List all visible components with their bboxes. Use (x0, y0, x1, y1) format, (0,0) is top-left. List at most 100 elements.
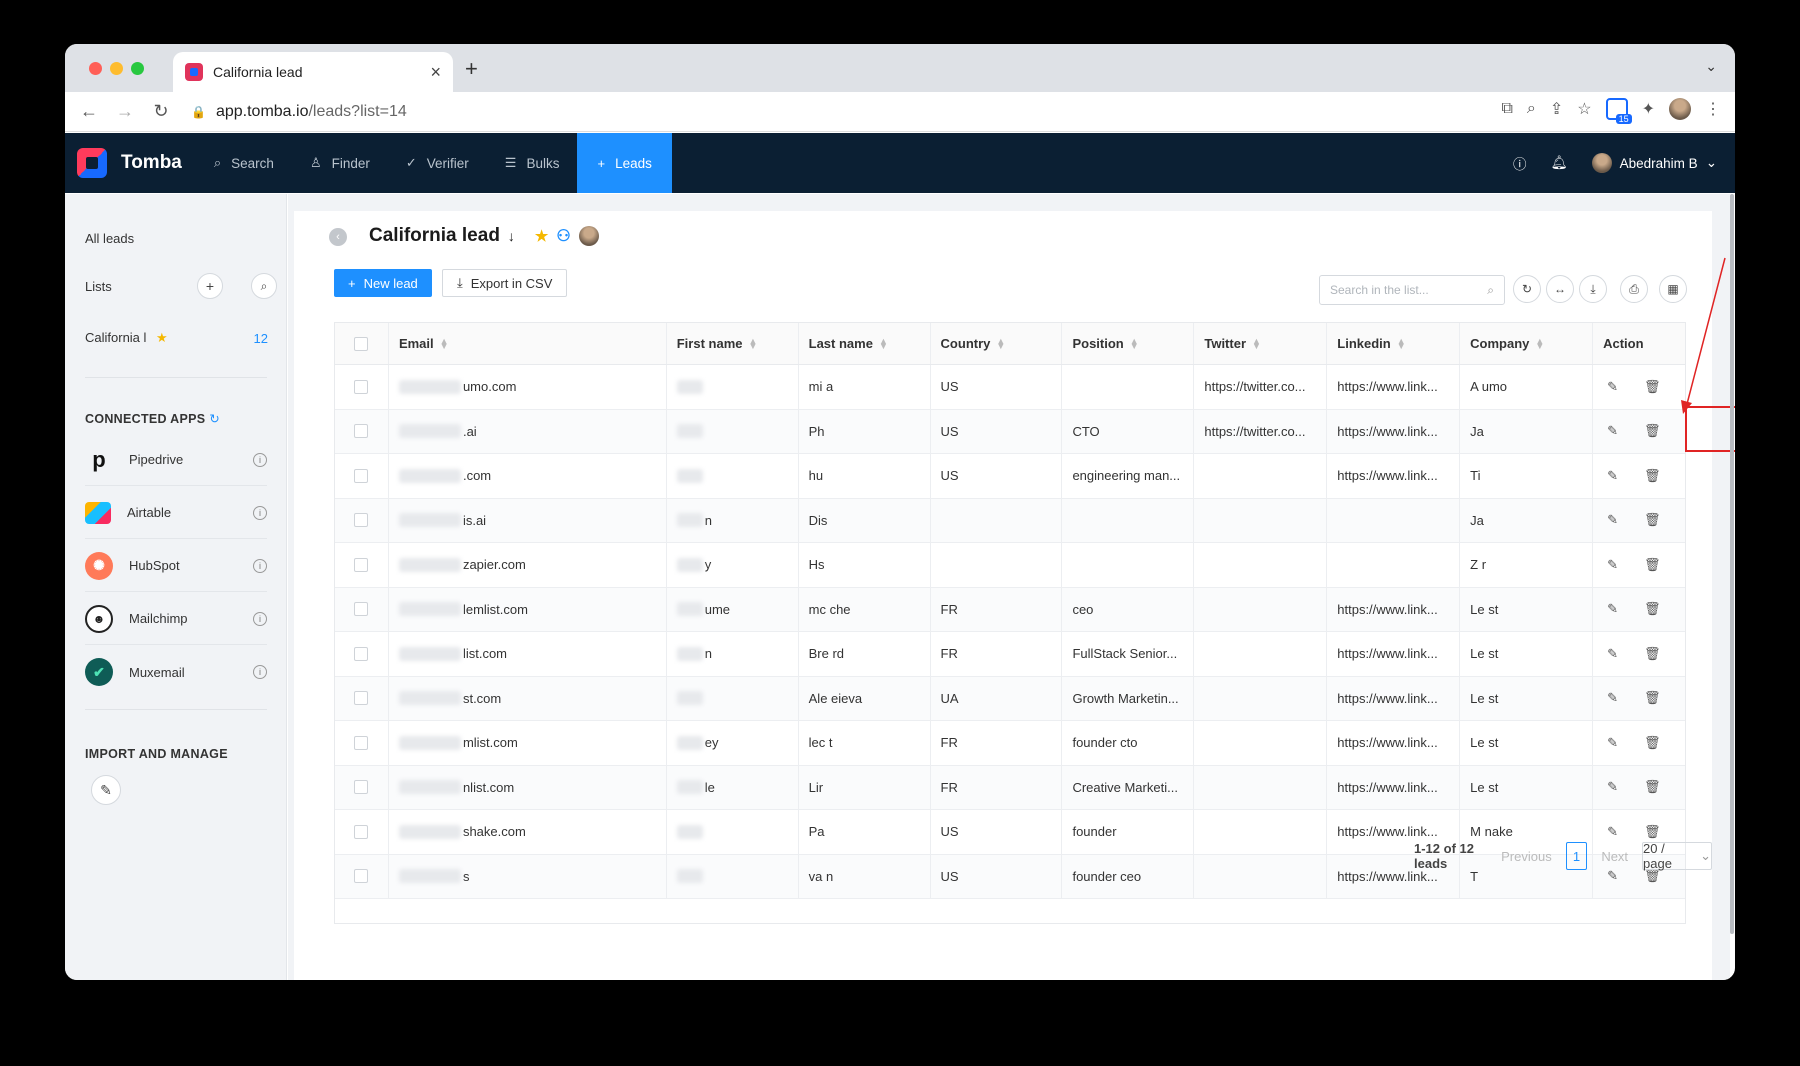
edit-pencil-icon[interactable]: ✎ (1607, 467, 1618, 483)
delete-trash-icon[interactable]: 🗑︎ (1643, 734, 1661, 750)
edit-pencil-icon[interactable]: ✎ (1607, 378, 1618, 394)
table-row[interactable]: .ai Ph US CTO https://twitter.co... https://w… (335, 409, 1685, 454)
col-company[interactable]: Company ▲ ▼ (1460, 323, 1594, 364)
grid-columns-icon[interactable]: ▦ (1659, 275, 1687, 303)
edit-pencil-icon[interactable]: ✎ (1607, 823, 1618, 839)
close-window-button[interactable] (89, 62, 102, 75)
table-row[interactable]: mlist.com ey lec t FR founder cto https://www… (335, 721, 1685, 766)
info-icon[interactable]: i (253, 505, 267, 520)
tab-search-chevron-icon[interactable]: ⌄ (1705, 58, 1717, 74)
bell-icon[interactable]: 🔔︎ (1550, 155, 1568, 170)
more-menu-icon[interactable]: ⋮ (1705, 101, 1721, 118)
export-csv-button[interactable]: ⤓ Export in CSV (442, 269, 568, 297)
row-checkbox[interactable] (354, 602, 369, 617)
edit-pencil-icon[interactable]: ✎ (1607, 690, 1618, 706)
delete-trash-icon[interactable]: 🗑︎ (1643, 556, 1661, 572)
profile-avatar[interactable] (1669, 98, 1691, 120)
col-country[interactable]: Country ▲ ▼ (931, 323, 1063, 364)
address-bar[interactable]: 🔒 app.tomba.io/leads?list=14 (191, 103, 407, 121)
all-leads-link[interactable]: All leads (85, 231, 135, 246)
help-icon[interactable]: ⓘ (1513, 157, 1527, 172)
list-item-california[interactable]: California l ★ (85, 330, 168, 346)
row-checkbox[interactable] (354, 557, 369, 572)
edit-pencil-icon[interactable]: ✎ (1607, 868, 1618, 884)
zoom-icon[interactable]: ⌕ (1526, 100, 1536, 117)
edit-pencil-icon[interactable]: ✎ (1607, 779, 1618, 795)
edit-pencil-icon[interactable]: ✎ (1607, 601, 1618, 617)
new-lead-button[interactable]: + New lead (334, 269, 432, 297)
back-arrow-icon[interactable]: ‹ (329, 228, 347, 246)
row-checkbox[interactable] (354, 691, 369, 706)
edit-pencil-icon[interactable]: ✎ (91, 775, 121, 805)
edit-pencil-icon[interactable]: ✎ (1607, 512, 1618, 528)
delete-trash-icon[interactable]: 🗑︎ (1643, 378, 1661, 394)
tomba-extension-icon[interactable]: 15 (1605, 98, 1632, 124)
row-checkbox[interactable] (354, 735, 369, 750)
forward-button[interactable]: → (116, 101, 134, 121)
share-icon[interactable]: ⇪ (1549, 101, 1564, 118)
info-icon[interactable]: i (253, 665, 267, 679)
nav-finder[interactable]: ♙ Finder (292, 133, 388, 193)
nav-verifier[interactable]: ✓ Verifier (388, 133, 487, 193)
browser-tab[interactable]: California lead × (173, 52, 453, 92)
delete-trash-icon[interactable]: 🗑︎ (1643, 823, 1661, 839)
page-scrollbar[interactable] (1729, 194, 1735, 980)
edit-pencil-icon[interactable]: ✎ (1607, 423, 1618, 439)
edit-pencil-icon[interactable]: ✎ (1607, 556, 1618, 572)
nav-leads[interactable]: + Leads (577, 133, 672, 193)
maximize-window-button[interactable] (131, 62, 144, 75)
close-tab-icon[interactable]: × (430, 61, 441, 82)
table-row[interactable]: list.com n Bre rd FR FullStack Senior... http… (335, 632, 1685, 677)
row-checkbox[interactable] (354, 379, 369, 394)
list-search-input[interactable]: Search in the list... ⌕ (1319, 275, 1505, 305)
table-row[interactable]: shake.com Pa US founder https://www.link... M… (335, 810, 1685, 855)
puzzle-extensions-icon[interactable]: ✦ (1641, 101, 1655, 118)
app-hubspot[interactable]: ✺ HubSpot i (85, 540, 267, 592)
info-icon[interactable]: i (253, 611, 267, 626)
page-1-button[interactable]: 1 (1565, 842, 1588, 870)
col-linkedin[interactable]: Linkedin ▲ ▼ (1327, 323, 1461, 364)
col-last-name[interactable]: Last name ▲ ▼ (799, 323, 931, 364)
delete-trash-icon[interactable]: 🗑︎ (1643, 779, 1661, 795)
app-airtable[interactable]: Airtable i (85, 487, 267, 539)
print-icon[interactable]: ⎙ (1620, 275, 1648, 303)
delete-trash-icon[interactable]: 🗑︎ (1643, 467, 1661, 483)
nav-bulks[interactable]: ☰ Bulks (487, 133, 578, 193)
table-row[interactable]: is.ai n Dis Ja ✎ 🗑︎ (335, 498, 1685, 543)
reload-button[interactable]: ↻ (153, 101, 169, 121)
table-row[interactable]: umo.com mi a US https://twitter.co... https:… (335, 365, 1685, 410)
minimize-window-button[interactable] (110, 62, 123, 75)
table-row[interactable]: st.com Ale eieva UA Growth Marketin... https… (335, 676, 1685, 721)
row-checkbox[interactable] (354, 468, 369, 483)
app-pipedrive[interactable]: p Pipedrive i (85, 434, 267, 486)
refresh-icon[interactable]: ↻ (209, 412, 220, 426)
favorite-star-icon[interactable]: ★ (534, 228, 549, 245)
row-checkbox[interactable] (354, 869, 369, 884)
refresh-button[interactable]: ↻ (1513, 275, 1541, 303)
table-row[interactable]: .com hu US engineering man... https://www.li… (335, 454, 1685, 499)
delete-trash-icon[interactable]: 🗑︎ (1643, 601, 1661, 617)
app-mailchimp[interactable]: ☻ Mailchimp i (85, 593, 267, 645)
delete-trash-icon[interactable]: 🗑︎ (1643, 645, 1661, 661)
user-menu[interactable]: Abedrahim B ⌄ (1591, 153, 1717, 173)
bookmark-star-icon[interactable]: ☆ (1577, 101, 1592, 118)
app-muxemail[interactable]: ✔ Muxemail i (85, 646, 267, 698)
row-checkbox[interactable] (354, 780, 369, 795)
col-position[interactable]: Position ▲ ▼ (1062, 323, 1195, 364)
table-row[interactable]: lemlist.com ume mc che FR ceo https://www.lin… (335, 587, 1685, 632)
delete-trash-icon[interactable]: 🗑︎ (1643, 423, 1661, 439)
page-size-select[interactable]: 20 / page ⌄ (1642, 841, 1712, 871)
row-checkbox[interactable] (354, 513, 369, 528)
col-twitter[interactable]: Twitter ▲ ▼ (1194, 323, 1328, 364)
edit-pencil-icon[interactable]: ✎ (1607, 734, 1618, 750)
col-first-name[interactable]: First name ▲ ▼ (667, 323, 799, 364)
delete-trash-icon[interactable]: 🗑︎ (1643, 512, 1661, 528)
search-lists-button[interactable]: ⌕ (251, 273, 277, 299)
select-all-checkbox[interactable] (354, 336, 369, 351)
column-width-button[interactable]: ↔ (1546, 275, 1574, 303)
row-checkbox[interactable] (354, 824, 369, 839)
row-checkbox[interactable] (354, 646, 369, 661)
table-row[interactable]: s va n US founder ceo https://www.link... T ✎ 🗑… (335, 854, 1685, 899)
new-tab-button[interactable]: + (465, 56, 478, 81)
table-row[interactable]: nlist.com le Lir FR Creative Marketi... https… (335, 765, 1685, 810)
